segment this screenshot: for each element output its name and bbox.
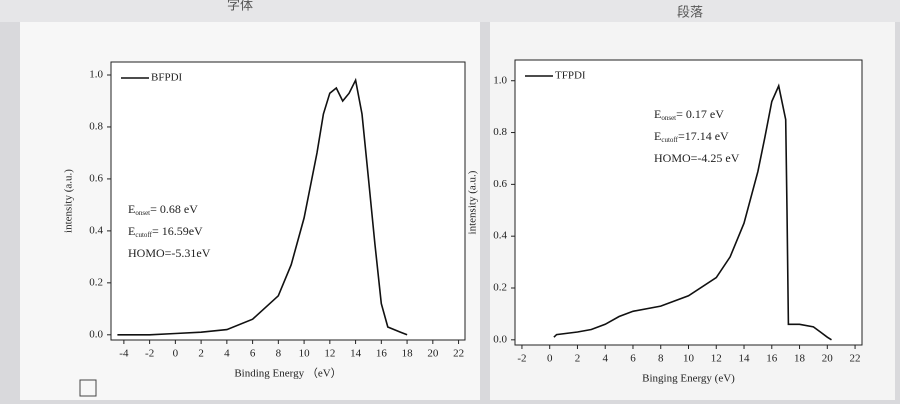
annotation: Eonset= 0.17 eV <box>654 107 724 122</box>
x-tick-label: -4 <box>119 348 129 360</box>
x-tick-label: 0 <box>547 353 553 365</box>
data-line <box>553 83 832 341</box>
plot-frame <box>110 61 466 341</box>
y-tick-label: 0.2 <box>89 276 103 288</box>
annotation-symbol: E <box>128 224 135 238</box>
x-tick-label: 22 <box>453 348 464 360</box>
x-tick-label: 2 <box>575 353 581 365</box>
x-tick-label: 8 <box>658 353 664 365</box>
annotation-text: = 0.17 eV <box>676 107 724 121</box>
x-tick-label: 2 <box>198 348 204 360</box>
plot-frame <box>514 59 863 346</box>
x-tick-label: 10 <box>299 348 311 360</box>
y-tick-label: 0.0 <box>493 333 507 345</box>
x-axis-label: Binding Energy （eV） <box>234 367 341 380</box>
x-tick-label: 0 <box>173 348 179 360</box>
x-axis-label: Binging Energy (eV) <box>642 373 735 385</box>
x-tick-label: 14 <box>350 348 362 360</box>
move-handle[interactable] <box>79 379 97 397</box>
x-tick-label: 6 <box>630 353 636 365</box>
y-tick-label: 0.2 <box>493 282 507 294</box>
legend-label: BFPDI <box>151 72 183 84</box>
annotation-subscript: onset <box>661 114 676 122</box>
annotation-text: =17.14 eV <box>678 129 729 143</box>
y-tick-label: 0.6 <box>493 178 507 190</box>
annotation-text: HOMO=-5.31eV <box>128 246 211 260</box>
legend-label: TFPDI <box>555 70 586 82</box>
y-tick-label: 0.8 <box>493 126 507 138</box>
x-tick-label: 16 <box>376 348 388 360</box>
annotation-symbol: E <box>128 202 135 216</box>
annotation-subscript: onset <box>135 209 150 217</box>
annotation: HOMO=-4.25 eV <box>654 151 740 165</box>
annotation: Ecutoff=17.14 eV <box>654 129 729 144</box>
x-tick-label: 14 <box>739 353 751 365</box>
annotation-symbol: E <box>654 129 661 143</box>
annotation-subscript: cutoff <box>135 231 152 239</box>
y-tick-label: 0.6 <box>89 172 103 184</box>
x-tick-label: 4 <box>602 353 608 365</box>
y-tick-label: 0.0 <box>89 328 103 340</box>
annotation-subscript: cutoff <box>661 136 678 144</box>
x-tick-label: 18 <box>402 348 414 360</box>
x-tick-label: 20 <box>427 348 439 360</box>
x-tick-label: 12 <box>324 348 335 360</box>
annotation-text: HOMO=-4.25 eV <box>654 151 740 165</box>
x-tick-label: 16 <box>766 353 778 365</box>
annotation-text: = 0.68 eV <box>150 202 198 216</box>
x-tick-label: 20 <box>822 353 834 365</box>
x-tick-label: 6 <box>250 348 256 360</box>
y-tick-label: 0.4 <box>89 224 103 236</box>
x-tick-label: 4 <box>224 348 230 360</box>
y-axis-label: intensity (a.u.) <box>467 170 479 234</box>
x-tick-label: 12 <box>711 353 722 365</box>
annotation-text: = 16.59eV <box>152 224 203 238</box>
y-tick-label: 0.4 <box>493 230 507 242</box>
y-tick-label: 1.0 <box>89 69 103 81</box>
annotation-symbol: E <box>654 107 661 121</box>
x-tick-label: 8 <box>276 348 282 360</box>
y-tick-label: 0.8 <box>89 120 103 132</box>
x-tick-label: 22 <box>850 353 861 365</box>
annotation: Ecutoff= 16.59eV <box>128 224 203 239</box>
annotation: HOMO=-5.31eV <box>128 246 211 260</box>
y-tick-label: 1.0 <box>493 74 507 86</box>
ribbon-bar <box>0 0 900 22</box>
x-tick-label: -2 <box>517 353 526 365</box>
data-line <box>117 77 408 336</box>
ribbon-label: 段落 <box>677 6 703 21</box>
x-tick-label: 18 <box>794 353 806 365</box>
y-axis-label: intensity (a.u.) <box>63 169 75 233</box>
annotation: Eonset= 0.68 eV <box>128 202 198 217</box>
x-tick-label: -2 <box>145 348 154 360</box>
ribbon-label: 字体 <box>227 0 253 14</box>
x-tick-label: 10 <box>683 353 695 365</box>
